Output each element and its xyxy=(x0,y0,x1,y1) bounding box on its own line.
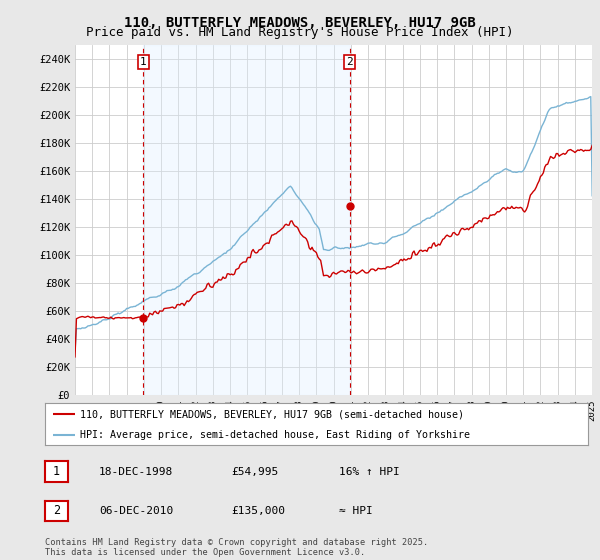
Text: 110, BUTTERFLY MEADOWS, BEVERLEY, HU17 9GB (semi-detached house): 110, BUTTERFLY MEADOWS, BEVERLEY, HU17 9… xyxy=(80,409,464,419)
Text: Price paid vs. HM Land Registry's House Price Index (HPI): Price paid vs. HM Land Registry's House … xyxy=(86,26,514,39)
Text: 16% ↑ HPI: 16% ↑ HPI xyxy=(339,466,400,477)
Text: £54,995: £54,995 xyxy=(231,466,278,477)
Text: £135,000: £135,000 xyxy=(231,506,285,516)
Text: 2: 2 xyxy=(53,504,60,517)
Text: 2: 2 xyxy=(346,57,353,67)
Text: ≈ HPI: ≈ HPI xyxy=(339,506,373,516)
Text: 18-DEC-1998: 18-DEC-1998 xyxy=(99,466,173,477)
Text: 06-DEC-2010: 06-DEC-2010 xyxy=(99,506,173,516)
Text: 1: 1 xyxy=(140,57,146,67)
Text: HPI: Average price, semi-detached house, East Riding of Yorkshire: HPI: Average price, semi-detached house,… xyxy=(80,430,470,440)
Text: 1: 1 xyxy=(53,465,60,478)
Text: Contains HM Land Registry data © Crown copyright and database right 2025.
This d: Contains HM Land Registry data © Crown c… xyxy=(45,538,428,557)
Text: 110, BUTTERFLY MEADOWS, BEVERLEY, HU17 9GB: 110, BUTTERFLY MEADOWS, BEVERLEY, HU17 9… xyxy=(124,16,476,30)
Bar xyxy=(143,45,350,395)
